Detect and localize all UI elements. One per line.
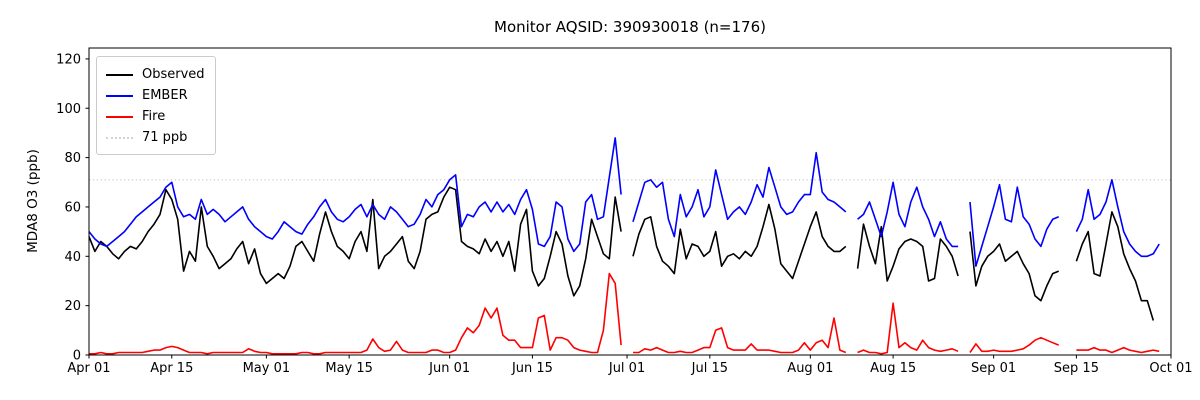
legend-ember-line-icon bbox=[106, 94, 133, 97]
legend-entry-threshold: 71 ppb bbox=[106, 127, 205, 148]
legend-observed-line-icon bbox=[106, 73, 133, 76]
legend-entry-ember: EMBER bbox=[106, 85, 205, 106]
x-tick-label: Aug 01 bbox=[787, 361, 833, 376]
x-tick-label: Aug 15 bbox=[870, 361, 916, 376]
x-tick-label: Jul 15 bbox=[691, 361, 728, 376]
x-tick-label: Sep 01 bbox=[971, 361, 1016, 376]
y-tick-label: 80 bbox=[64, 151, 81, 166]
legend-label: EMBER bbox=[142, 88, 188, 103]
x-tick-label: May 15 bbox=[325, 361, 373, 376]
legend-threshold-line-icon bbox=[106, 136, 133, 139]
y-tick-label: 120 bbox=[56, 52, 81, 67]
legend-label: Observed bbox=[142, 67, 205, 82]
y-tick-label: 20 bbox=[64, 299, 81, 314]
legend-entry-observed: Observed bbox=[106, 64, 205, 85]
x-tick-label: Oct 01 bbox=[1149, 361, 1192, 376]
x-tick-label: Apr 15 bbox=[150, 361, 193, 376]
series-line-fire bbox=[89, 272, 1160, 355]
x-tick-label: Jul 01 bbox=[608, 361, 645, 376]
x-tick-label: May 01 bbox=[243, 361, 291, 376]
x-tick-label: Jun 15 bbox=[511, 361, 553, 376]
y-tick-label: 100 bbox=[56, 102, 81, 117]
x-tick-label: Jun 01 bbox=[428, 361, 470, 376]
series-line-ember bbox=[88, 137, 1160, 267]
series-line-observed bbox=[88, 186, 1155, 321]
y-tick-label: 0 bbox=[73, 349, 81, 364]
y-tick-label: 40 bbox=[64, 250, 81, 265]
x-tick-label: Apr 01 bbox=[67, 361, 110, 376]
y-tick-label: 60 bbox=[64, 200, 81, 215]
axis-frame bbox=[88, 47, 1172, 356]
chart-title: Monitor AQSID: 390930018 (n=176) bbox=[494, 18, 766, 36]
x-tick-label: Sep 15 bbox=[1054, 361, 1099, 376]
legend-label: 71 ppb bbox=[142, 130, 188, 145]
legend: Observed EMBER Fire 71 ppb bbox=[96, 56, 216, 155]
legend-fire-line-icon bbox=[106, 115, 133, 118]
legend-entry-fire: Fire bbox=[106, 106, 205, 127]
legend-label: Fire bbox=[142, 109, 166, 124]
